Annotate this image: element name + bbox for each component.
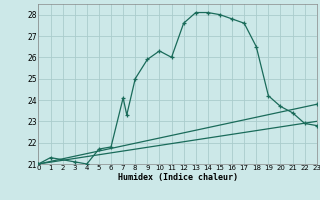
X-axis label: Humidex (Indice chaleur): Humidex (Indice chaleur) [118, 173, 238, 182]
